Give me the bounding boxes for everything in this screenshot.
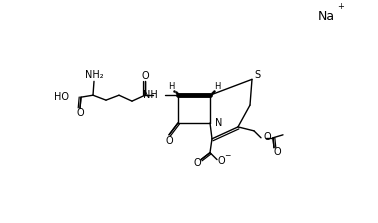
Text: O: O — [193, 158, 201, 167]
Text: O: O — [217, 156, 225, 166]
Text: S: S — [254, 70, 260, 80]
Text: −: − — [224, 151, 230, 160]
Text: H: H — [168, 82, 174, 91]
Text: O: O — [165, 136, 173, 146]
Text: N: N — [215, 118, 222, 128]
Text: O: O — [141, 71, 149, 81]
Text: +: + — [337, 2, 344, 11]
Text: NH₂: NH₂ — [85, 70, 103, 80]
Text: HO: HO — [54, 92, 69, 102]
Text: O: O — [263, 132, 271, 142]
Text: O: O — [76, 108, 84, 118]
Text: H: H — [214, 82, 220, 91]
Text: NH: NH — [143, 90, 158, 100]
Text: Na: Na — [318, 10, 335, 23]
Text: O: O — [273, 147, 281, 157]
